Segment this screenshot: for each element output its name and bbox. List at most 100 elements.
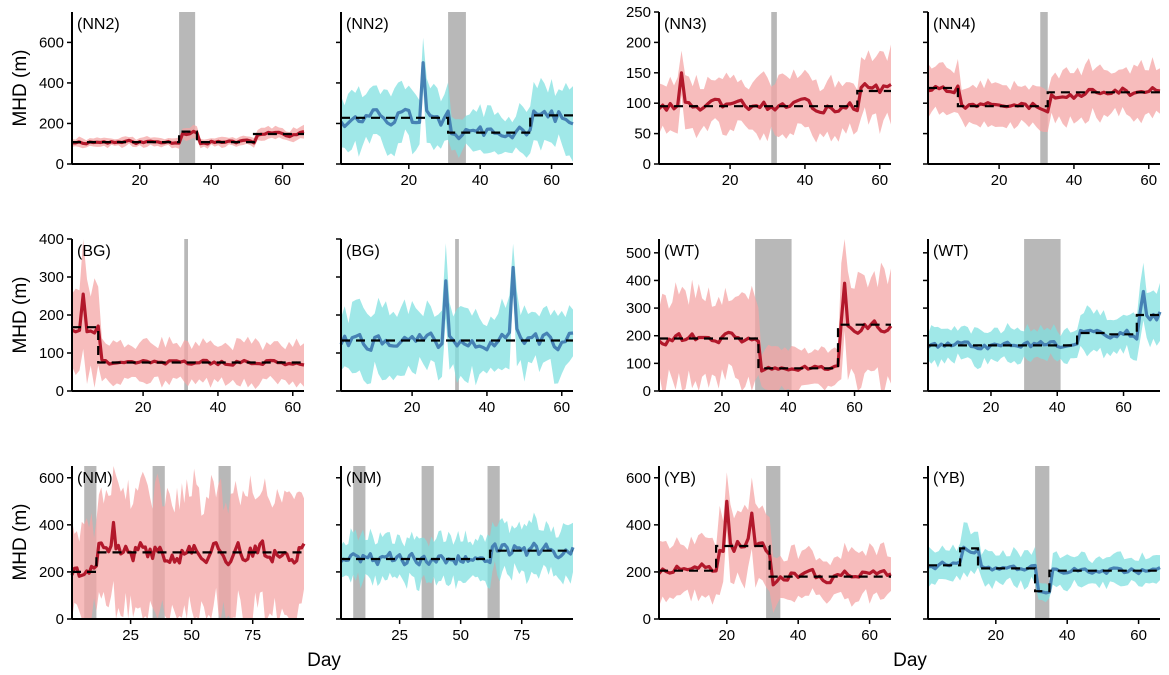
x-tick-label: 20 — [722, 172, 739, 189]
panel-label: (WT) — [664, 243, 700, 260]
y-axis-title-row2: MHD (m) — [10, 276, 31, 353]
y-tick-label: 300 — [39, 269, 64, 286]
x-tick-label: 50 — [183, 627, 200, 644]
panel-7: 0 100 200 300 400 500 20 40 60 (WT) — [626, 239, 893, 416]
x-tick-label: 40 — [479, 399, 496, 416]
x-tick-label: 40 — [1049, 399, 1066, 416]
x-tick-label: 60 — [846, 399, 863, 416]
x-tick-label: 20 — [987, 627, 1004, 644]
x-tick-label: 60 — [284, 399, 301, 416]
segment-mean-step — [341, 114, 573, 134]
x-tick-label: 20 — [404, 399, 421, 416]
y-tick-label: 0 — [56, 156, 64, 173]
segment-mean-step — [659, 89, 891, 108]
x-tick-label: 60 — [1115, 399, 1132, 416]
x-tick-label: 40 — [472, 172, 489, 189]
y-tick-label: 250 — [626, 4, 651, 21]
series-line — [927, 84, 1161, 114]
uncertainty-band — [72, 239, 304, 389]
uncertainty-band — [928, 262, 1160, 370]
x-tick-label: 40 — [203, 172, 220, 189]
panel-label: (YB) — [933, 470, 965, 487]
series-line — [657, 71, 892, 115]
y-tick-label: 500 — [626, 245, 651, 262]
panel-9: 0 200 400 600 25 50 75 (NM) — [39, 466, 306, 644]
x-tick-label: 20 — [718, 627, 735, 644]
panel-12: 20 40 60 (YB) — [923, 466, 1161, 644]
y-tick-label: 0 — [643, 383, 651, 400]
panel-label: (NM) — [346, 470, 382, 487]
series-line — [339, 61, 574, 141]
shaded-interval-1 — [1024, 239, 1061, 391]
panel-1: 0 200 400 600 20 40 60 (NN2) — [39, 12, 305, 189]
segment-mean-step — [72, 551, 304, 573]
y-tick-label: 200 — [626, 34, 651, 51]
x-tick-label: 60 — [543, 172, 560, 189]
segment-mean-step — [72, 130, 304, 144]
panel-label: (NN4) — [933, 16, 976, 33]
x-tick-label: 20 — [714, 399, 731, 416]
panel-label: (WT) — [933, 243, 969, 260]
y-tick-label: 400 — [39, 231, 64, 248]
y-tick-label: 200 — [626, 328, 651, 345]
x-tick-label: 75 — [244, 627, 261, 644]
y-tick-label: 0 — [56, 383, 64, 400]
uncertainty-band — [72, 466, 304, 619]
x-tick-label: 40 — [790, 627, 807, 644]
panel-label: (NM) — [77, 470, 113, 487]
x-tick-label: 25 — [391, 627, 408, 644]
y-tick-label: 300 — [626, 300, 651, 317]
shaded-interval-1 — [184, 239, 188, 391]
x-tick-label: 20 — [991, 172, 1008, 189]
x-tick-label: 60 — [553, 399, 570, 416]
segment-mean-step — [341, 549, 573, 561]
panel-10: 25 50 75 (NM) — [336, 466, 575, 644]
y-tick-label: 400 — [39, 517, 64, 534]
y-tick-label: 400 — [626, 272, 651, 289]
uncertainty-band — [659, 44, 891, 143]
x-tick-label: 40 — [210, 399, 227, 416]
uncertainty-band — [341, 512, 573, 592]
shaded-interval-1 — [179, 12, 196, 164]
y-tick-label: 0 — [56, 611, 64, 628]
y-tick-label: 0 — [643, 156, 651, 173]
segment-mean-step — [659, 544, 891, 578]
series-line — [926, 289, 1162, 351]
y-axis-title-row3: MHD (m) — [10, 503, 31, 580]
y-tick-label: 200 — [39, 307, 64, 324]
uncertainty-band — [928, 57, 1160, 132]
x-tick-label: 50 — [452, 627, 469, 644]
panel-8: 20 40 60 (WT) — [923, 239, 1162, 416]
panel-label: (YB) — [664, 470, 696, 487]
y-tick-label: 400 — [626, 517, 651, 534]
x-tick-label: 40 — [1066, 172, 1083, 189]
x-tick-label: 60 — [1140, 172, 1157, 189]
y-tick-label: 100 — [39, 345, 64, 362]
y-tick-label: 0 — [643, 611, 651, 628]
series-line — [70, 520, 306, 578]
segment-mean-step — [659, 323, 891, 370]
panel-5: 0 100 200 300 400 20 40 60 (BG) — [39, 231, 305, 416]
panel-2: 20 40 60 (NN2) — [336, 12, 574, 189]
panel-label: (NN3) — [664, 16, 707, 33]
segment-mean-step — [928, 313, 1160, 347]
x-tick-label: 60 — [274, 172, 291, 189]
panel-label: (BG) — [77, 243, 111, 260]
panel-label: (BG) — [346, 243, 380, 260]
y-tick-label: 600 — [39, 470, 64, 487]
x-tick-label: 40 — [1059, 627, 1076, 644]
uncertainty-band — [659, 239, 891, 391]
y-axis-title-row1: MHD (m) — [10, 49, 31, 126]
x-tick-label: 60 — [1130, 627, 1147, 644]
panel-4: 20 40 60 (NN4) — [923, 11, 1161, 189]
y-tick-label: 50 — [634, 126, 651, 143]
y-tick-label: 600 — [39, 34, 64, 51]
x-tick-label: 75 — [513, 627, 530, 644]
shaded-interval-1 — [1040, 12, 1048, 164]
y-tick-label: 100 — [626, 355, 651, 372]
x-tick-label: 25 — [122, 627, 139, 644]
y-tick-label: 200 — [39, 115, 64, 132]
x-tick-label: 20 — [983, 399, 1000, 416]
x-tick-label: 20 — [400, 172, 417, 189]
